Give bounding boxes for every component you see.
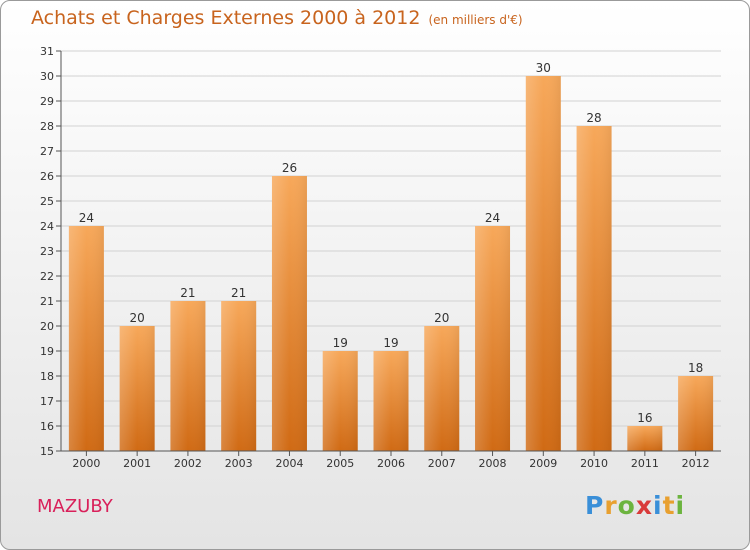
bars — [68, 76, 714, 451]
chart-unit: (en milliers d'€) — [428, 13, 523, 27]
x-tick-label: 2000 — [72, 457, 100, 470]
y-tick-label: 21 — [40, 295, 54, 308]
logo-letter: t — [662, 491, 676, 520]
x-tick-label: 2001 — [123, 457, 151, 470]
x-tick-label: 2011 — [631, 457, 659, 470]
logo-letter: o — [617, 491, 636, 520]
x-tick-label: 2010 — [580, 457, 608, 470]
x-tick-label: 2008 — [479, 457, 507, 470]
bar-shade — [373, 351, 409, 451]
y-tick-label: 29 — [40, 95, 54, 108]
y-tick-label: 27 — [40, 145, 54, 158]
y-tick-label: 25 — [40, 195, 54, 208]
y-tick-label: 15 — [40, 445, 54, 458]
bar-shade — [68, 226, 104, 451]
x-tick-label: 2012 — [682, 457, 710, 470]
bar-shade — [322, 351, 358, 451]
value-label: 21 — [180, 286, 195, 300]
x-tick-label: 2003 — [225, 457, 253, 470]
commune-name: MAZUBY — [37, 496, 113, 517]
y-tick-label: 24 — [40, 220, 54, 233]
y-tick-label: 17 — [40, 395, 54, 408]
logo-letter: x — [635, 491, 653, 520]
value-label: 21 — [231, 286, 246, 300]
value-label: 26 — [282, 161, 297, 175]
logo-letter: P — [585, 491, 605, 520]
bar-shade — [424, 326, 460, 451]
bar-shade — [271, 176, 307, 451]
y-tick-label: 26 — [40, 170, 54, 183]
value-label: 30 — [536, 61, 551, 75]
logo-letter: i — [653, 491, 663, 520]
value-label: 20 — [130, 311, 145, 325]
value-label: 16 — [637, 411, 652, 425]
bar-shade — [576, 126, 612, 451]
chart-title-text: Achats et Charges Externes 2000 à 2012 — [31, 7, 421, 29]
value-label: 28 — [586, 111, 601, 125]
bar-shade — [475, 226, 511, 451]
proxiti-logo[interactable]: Proxiti — [585, 491, 685, 520]
y-tick-label: 22 — [40, 270, 54, 283]
logo-letter: i — [675, 491, 686, 520]
bar-shade — [525, 76, 561, 451]
y-tick-label: 18 — [40, 370, 54, 383]
chart-title: Achats et Charges Externes 2000 à 2012 (e… — [31, 7, 523, 29]
bar-shade — [170, 301, 206, 451]
x-tick-label: 2007 — [428, 457, 456, 470]
value-label: 18 — [688, 361, 703, 375]
bar-shade — [627, 426, 663, 451]
value-labels: 24 20 21 21 26 19 19 20 24 30 28 16 18 — [79, 61, 704, 425]
y-tick-label: 23 — [40, 245, 54, 258]
y-tick-label: 16 — [40, 420, 54, 433]
value-label: 24 — [485, 211, 500, 225]
y-tick-label: 28 — [40, 120, 54, 133]
logo-letter: r — [604, 491, 618, 520]
y-tick-label: 31 — [40, 45, 54, 58]
x-tick-labels: 2000 2001 2002 2003 2004 2005 2006 2007 2008 2009… — [72, 451, 710, 470]
x-tick-label: 2009 — [529, 457, 557, 470]
value-label: 19 — [333, 336, 348, 350]
y-tick-label: 20 — [40, 320, 54, 333]
x-tick-label: 2004 — [275, 457, 303, 470]
value-label: 20 — [434, 311, 449, 325]
x-tick-label: 2002 — [174, 457, 202, 470]
y-tick-label: 30 — [40, 70, 54, 83]
value-label: 24 — [79, 211, 94, 225]
x-tick-label: 2006 — [377, 457, 405, 470]
x-tick-label: 2005 — [326, 457, 354, 470]
value-label: 19 — [383, 336, 398, 350]
bar-shade — [678, 376, 714, 451]
bar-shade — [119, 326, 155, 451]
bar-shade — [221, 301, 257, 451]
y-tick-labels: 15 16 17 18 19 20 21 22 23 24 25 26 27 28 29 30 31 — [40, 45, 54, 458]
y-tick-label: 19 — [40, 345, 54, 358]
